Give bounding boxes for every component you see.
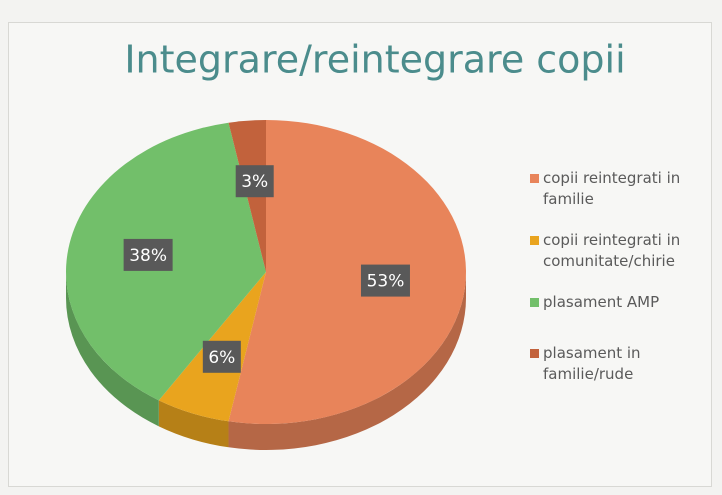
slice-side	[158, 400, 229, 448]
slice-side	[228, 272, 466, 450]
slice-side	[65, 272, 159, 427]
pie-slice	[228, 120, 467, 424]
data-label-box	[123, 238, 173, 271]
chart-title: Integrare/reintegrare copii	[124, 38, 625, 82]
legend-label: copii reintegrati in comunitate/chirie	[543, 231, 681, 270]
legend-label: plasament in familie/rude	[543, 344, 641, 383]
legend-item: copii reintegrati in comunitate/chirie	[530, 230, 715, 272]
legend-swatch	[530, 298, 539, 307]
data-label-box	[202, 340, 241, 373]
data-label-box	[360, 264, 410, 297]
data-label: 38%	[129, 246, 167, 266]
legend-swatch	[530, 236, 539, 245]
legend-swatch	[530, 174, 539, 183]
data-label: 53%	[367, 272, 405, 292]
legend-item: plasament in familie/rude	[530, 343, 715, 385]
data-label-box	[235, 165, 274, 198]
data-label: 6%	[208, 348, 235, 368]
legend-label: copii reintegrati in familie	[543, 169, 681, 208]
legend-item: plasament AMP	[530, 292, 715, 313]
legend-swatch	[530, 349, 539, 358]
data-label: 3%	[241, 172, 268, 192]
legend-item: copii reintegrati in familie	[530, 168, 715, 210]
legend-label: plasament AMP	[543, 293, 660, 311]
legend: copii reintegrati in familie copii reinte…	[530, 168, 715, 405]
